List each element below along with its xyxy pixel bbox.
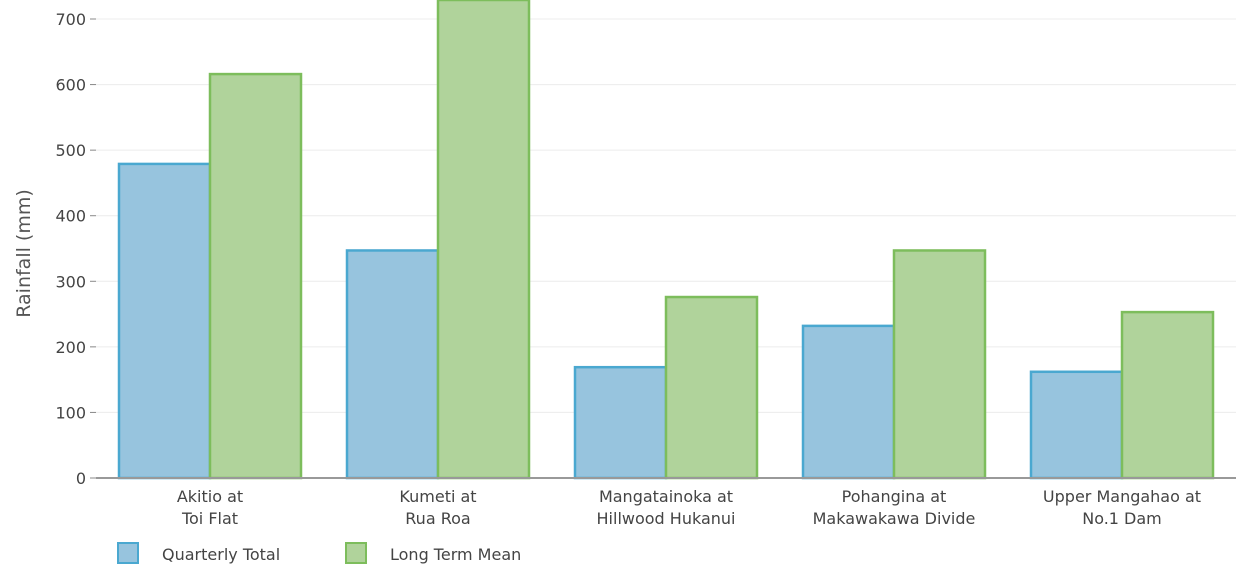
x-category-label-line: No.1 Dam	[1082, 509, 1162, 528]
bar-quarterly-total-3[interactable]	[801, 324, 896, 480]
y-tick-label-100: 100	[55, 403, 86, 422]
axis-layer	[90, 18, 1236, 479]
bar-layer	[117, 0, 1215, 480]
x-category-label-line: Makawakawa Divide	[813, 509, 976, 528]
x-category-label-0: Akitio at Toi Flat	[177, 487, 243, 528]
bar-quarterly-total-0[interactable]	[117, 162, 212, 480]
y-tick-label-300: 300	[55, 272, 86, 291]
bar-long-term-mean-1[interactable]	[436, 0, 531, 480]
x-category-label-3: Pohangina at Makawakawa Divide	[813, 487, 976, 528]
x-category-label-4: Upper Mangahao at No.1 Dam	[1043, 487, 1201, 528]
bar-quarterly-total-1[interactable]	[345, 249, 440, 480]
legend-swatch-quarterly-total[interactable]	[117, 542, 139, 564]
y-tick-label-500: 500	[55, 141, 86, 160]
y-tick-label-200: 200	[55, 338, 86, 357]
x-category-label-1: Kumeti at Rua Roa	[399, 487, 476, 528]
bar-long-term-mean-4[interactable]	[1120, 310, 1215, 480]
legend-label-quarterly-total[interactable]: Quarterly Total	[162, 545, 280, 564]
legend-label-long-term-mean[interactable]: Long Term Mean	[390, 545, 521, 564]
bar-quarterly-total-2[interactable]	[573, 365, 668, 480]
x-category-label-line: Mangatainoka at	[599, 487, 733, 506]
x-category-label-line: Toi Flat	[181, 509, 238, 528]
x-category-label-line: Upper Mangahao at	[1043, 487, 1201, 506]
legend-swatch-long-term-mean[interactable]	[345, 542, 367, 564]
x-category-label-line: Akitio at	[177, 487, 243, 506]
y-axis-title: Rainfall (mm)	[13, 189, 35, 318]
x-category-label-2: Mangatainoka at Hillwood Hukanui	[597, 487, 736, 528]
legend[interactable]: Quarterly Total Long Term Mean	[117, 542, 521, 564]
x-category-label-line: Pohangina at	[842, 487, 947, 506]
x-category-label-line: Rua Roa	[405, 509, 470, 528]
y-tick-label-700: 700	[55, 10, 86, 29]
bar-long-term-mean-2[interactable]	[664, 295, 759, 480]
x-category-label-line: Hillwood Hukanui	[597, 509, 736, 528]
bar-long-term-mean-3[interactable]	[892, 249, 987, 480]
bar-quarterly-total-4[interactable]	[1029, 370, 1124, 480]
label-layer: 0 100 200 300 400 500 600 700 Rainfall (mm) Akiti…	[13, 10, 1201, 528]
x-category-label-line: Kumeti at	[399, 487, 476, 506]
y-tick-label-400: 400	[55, 207, 86, 226]
y-tick-label-0: 0	[76, 469, 86, 488]
y-tick-label-600: 600	[55, 76, 86, 95]
bar-long-term-mean-0[interactable]	[208, 72, 303, 480]
